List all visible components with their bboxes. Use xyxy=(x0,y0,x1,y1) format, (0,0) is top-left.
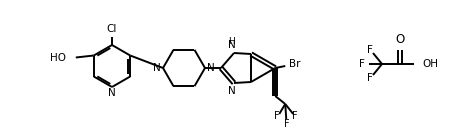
Text: Cl: Cl xyxy=(106,24,117,34)
Text: F: F xyxy=(366,45,372,55)
Text: H: H xyxy=(228,37,235,46)
Text: OH: OH xyxy=(421,59,437,69)
Text: N: N xyxy=(153,63,161,73)
Text: N: N xyxy=(206,63,214,73)
Text: F: F xyxy=(358,59,364,69)
Text: O: O xyxy=(394,33,404,46)
Text: F: F xyxy=(292,111,297,121)
Text: HO: HO xyxy=(50,52,66,63)
Text: F: F xyxy=(366,73,372,83)
Text: N: N xyxy=(108,88,116,98)
Text: N: N xyxy=(228,86,235,96)
Text: F: F xyxy=(274,111,280,121)
Text: Br: Br xyxy=(288,59,300,69)
Text: N: N xyxy=(228,40,235,50)
Text: F: F xyxy=(284,119,289,129)
